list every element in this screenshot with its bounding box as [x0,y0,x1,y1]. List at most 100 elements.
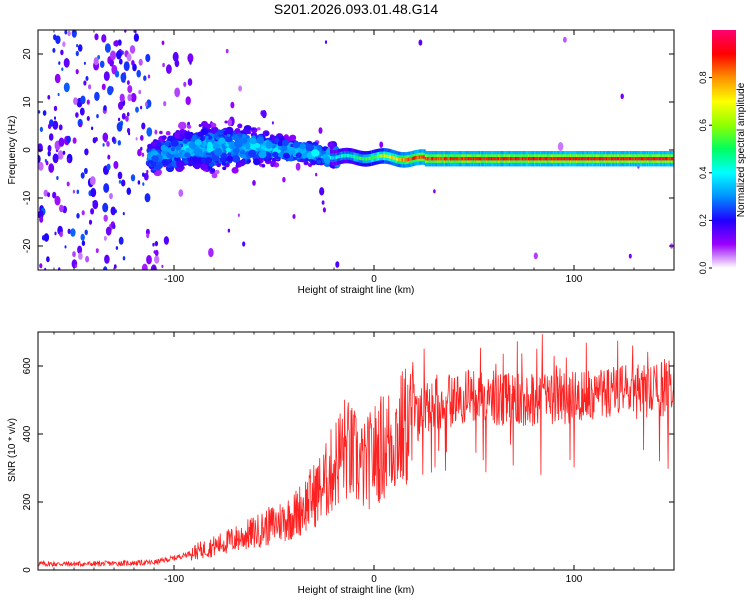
spectrogram-noise-cell [104,43,111,53]
spectrogram-noise-cell [112,137,115,143]
spectrogram-tone-core [356,155,359,160]
spectrogram-noise-cell [49,119,54,127]
spectrogram-tone-core [578,157,581,161]
spectrogram-noise-cell [103,71,110,81]
colorbar-tick-label: 0.8 [698,71,708,84]
spectrogram-noise-cell [86,116,90,121]
spectrogram-noise-cell [130,92,137,103]
spectrogram-noise-cell [52,153,59,164]
spectrogram-tone-core [464,157,467,161]
spectrogram-noise-cell [292,214,296,219]
spectrogram-tone-core [372,156,375,160]
spectrogram-tone-core [488,157,491,161]
spectrogram-tone-core [410,157,413,161]
spectrogram-signal-cell [167,135,175,142]
spectrogram-noise-cell [628,253,632,259]
spectrogram-signal-cell [237,138,245,145]
spectrogram-noise-cell [84,229,88,235]
spectrogram-tone-core [672,157,674,161]
spectrogram-tone-core [601,157,604,161]
spectrogram-tone-core [481,157,484,161]
spectrogram-tone-core [457,157,460,161]
spectrogram-tone-core [391,155,394,160]
spectrogram-tone-core [670,157,673,161]
colorbar-ticks: 0.0 0.2 0.4 0.6 0.8 [698,71,712,274]
spectrogram-signal-cell [237,123,243,129]
spectrogram-noise-cell [71,30,77,38]
spectrogram-tone-core [468,157,471,161]
spectrogram-noise-cell [92,199,99,210]
spectrogram-tone-core [590,157,593,161]
spectrogram-noise-cell [122,212,125,216]
spectrogram-tone-core [628,157,631,161]
spectrogram-tone-core [332,156,335,160]
spectrogram-tone-core [422,155,425,159]
spectrogram-noise-cell [189,60,192,65]
spectrogram-noise-cell [152,242,155,247]
spectrogram-signal-cell [189,156,193,160]
spectrogram-noise-cell [109,59,114,67]
spectrogram-tone-core [607,157,610,161]
spectrogram-noise-cell [146,169,149,174]
spectrogram-signal-cell [281,139,289,147]
spectrogram-tone-core [474,157,477,161]
spectrogram-tone-core [548,157,551,161]
spectrogram-signal-cell [151,155,159,163]
spectrogram-tone-core [542,157,545,161]
spectrogram-signal-cell [323,156,332,164]
spectrogram-signal-cell [292,141,300,149]
spectrogram-noise-cell [103,105,107,111]
spectrogram-tone-core [458,157,461,161]
spectrogram-noise-cell [321,200,325,205]
spectrogram-tone-core [529,157,532,161]
spectrogram-tone-core [465,157,468,161]
spectrogram-noise-cell [58,61,61,65]
spectrogram-noise-cell [66,135,71,144]
spectrogram-tone-core [642,157,645,161]
spectrogram-noise-cell [119,93,125,103]
spectrogram-noise-cell [252,180,256,186]
spectrogram-tone-core [421,155,424,159]
spectrogram-noise-cell [103,266,108,270]
spectrogram-y-tick-label: 20 [22,48,33,60]
spectrogram-tone-core [496,157,499,161]
spectrogram-noise-cell [154,255,160,264]
spectrogram-noise-cell [237,213,240,217]
spectrogram-tone-core [354,155,357,159]
spectrogram-noise-cell [58,124,63,131]
spectrogram-noise-cell [88,219,93,225]
spectrogram-noise-cell [81,240,86,246]
spectrogram-tone-core [379,154,382,158]
spectrogram-noise-cell [122,256,126,261]
spectrogram-tone-core [655,157,658,161]
spectrogram-signal-cell [276,149,281,154]
spectrogram-tone-core [451,157,454,161]
spectrogram-tone-core [562,157,565,161]
spectrogram-noise-cell [154,129,158,135]
spectrogram-signal-cell [202,143,207,147]
snr-y-ticks: 0 200 400 600 [22,357,674,573]
spectrogram-tone-core [610,157,613,161]
spectrogram-noise-cell [63,82,70,93]
spectrogram-signal-cell [249,137,257,145]
spectrogram-tone-core [435,157,438,161]
spectrogram-tone-core [394,156,397,161]
spectrogram-signal-cell [154,164,162,171]
spectrogram-noise-cell [76,189,80,194]
spectrogram-tone-core [546,157,549,161]
spectrogram-tone-core [633,157,636,161]
spectrogram-noise-cell [106,141,110,147]
spectrogram-noise-cell [48,163,55,173]
spectrogram-signal-cell [150,160,154,164]
spectrogram-noise-cell [53,34,57,41]
spectrogram-signal-cell [198,124,202,127]
spectrogram-noise-cell [105,226,112,236]
spectrogram-tone-core [584,157,587,161]
spectrogram-noise-cell [54,195,61,206]
spectrogram-noise-cell [41,235,46,241]
spectrogram-noise-cell [102,132,109,142]
spectrogram-noise-cell [121,179,126,187]
snr-panel: -100 0 100 0 200 400 600 Height of straight l… [7,331,675,596]
spectrogram-tone-core [423,155,426,159]
